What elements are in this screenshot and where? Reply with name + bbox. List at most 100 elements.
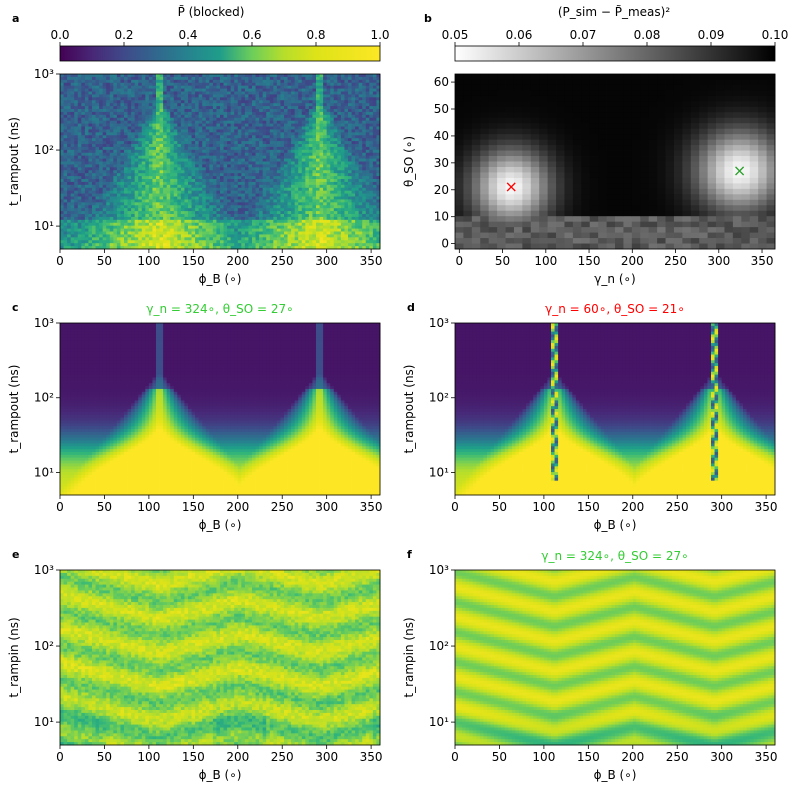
heatmap-cell: [74, 232, 78, 235]
heatmap-cell: [209, 153, 213, 156]
heatmap-cell: [167, 185, 171, 188]
heatmap-cell: [74, 86, 78, 89]
heatmap-cell: [160, 217, 164, 220]
heatmap-cell: [224, 173, 228, 176]
heatmap-cell: [74, 188, 78, 191]
heatmap-cell: [167, 92, 171, 95]
heatmap-cell: [81, 232, 85, 235]
heatmap-cell: [202, 199, 206, 202]
heatmap-cell: [213, 94, 217, 97]
heatmap-cell: [152, 211, 156, 214]
heatmap-cell: [192, 83, 196, 86]
heatmap-cell: [138, 199, 142, 202]
heatmap-cell: [117, 153, 121, 156]
heatmap-cell: [184, 103, 188, 106]
heatmap-cell: [67, 240, 71, 243]
heatmap-cell: [96, 188, 100, 191]
heatmap-cell: [188, 83, 192, 86]
heatmap-cell: [92, 150, 96, 153]
heatmap-cell: [128, 127, 132, 130]
heatmap-cell: [117, 115, 121, 118]
heatmap-cell: [152, 86, 156, 89]
heatmap-cell: [192, 153, 196, 156]
heatmap-cell: [234, 159, 238, 162]
heatmap-cell: [71, 199, 75, 202]
heatmap-cell: [71, 226, 75, 229]
heatmap-cell: [174, 202, 178, 205]
heatmap-cell: [145, 167, 149, 170]
heatmap-cell: [220, 112, 224, 115]
heatmap-cell: [81, 214, 85, 217]
heatmap-cell: [120, 170, 124, 173]
heatmap-cell: [209, 92, 213, 95]
heatmap-cell: [238, 118, 242, 121]
heatmap-cell: [195, 229, 199, 232]
heatmap-cell: [224, 97, 228, 100]
heatmap-cell: [142, 211, 146, 214]
heatmap-cell: [241, 115, 245, 118]
heatmap-cell: [60, 170, 64, 173]
heatmap-cell: [270, 237, 274, 240]
heatmap-cell: [181, 109, 185, 112]
heatmap-cell: [248, 185, 252, 188]
heatmap-cell: [64, 234, 68, 237]
heatmap-cell: [227, 199, 231, 202]
heatmap-cell: [184, 115, 188, 118]
heatmap-cell: [266, 234, 270, 237]
heatmap-cell: [177, 74, 181, 77]
heatmap-cell: [241, 194, 245, 197]
heatmap-cell: [216, 217, 220, 220]
heatmap-cell: [184, 89, 188, 92]
heatmap-cell: [142, 103, 146, 106]
heatmap-cell: [103, 205, 107, 208]
heatmap-cell: [256, 185, 260, 188]
heatmap-cell: [106, 150, 110, 153]
heatmap-cell: [106, 240, 110, 243]
heatmap-cell: [259, 237, 263, 240]
heatmap-cell: [245, 197, 249, 200]
heatmap-cell: [81, 164, 85, 167]
heatmap-cell: [124, 141, 128, 144]
heatmap-cell: [85, 94, 89, 97]
heatmap-cell: [64, 185, 68, 188]
heatmap-cell: [145, 147, 149, 150]
heatmap-cell: [216, 97, 220, 100]
heatmap-cell: [156, 106, 160, 109]
heatmap-cell: [181, 77, 185, 80]
heatmap-cell: [245, 77, 249, 80]
heatmap-cell: [163, 234, 167, 237]
heatmap-cell: [206, 74, 210, 77]
heatmap-cell: [227, 156, 231, 159]
heatmap-cell: [231, 185, 235, 188]
heatmap-cell: [188, 185, 192, 188]
heatmap-cell: [216, 220, 220, 223]
heatmap-cell: [195, 188, 199, 191]
heatmap-cell: [188, 150, 192, 153]
heatmap-cell: [220, 150, 224, 153]
heatmap-cell: [202, 77, 206, 80]
heatmap-cell: [213, 121, 217, 124]
heatmap-cell: [110, 170, 114, 173]
heatmap-cell: [238, 144, 242, 147]
heatmap-cell: [241, 185, 245, 188]
heatmap-cell: [67, 121, 71, 124]
heatmap-cell: [152, 144, 156, 147]
heatmap-cell: [81, 77, 85, 80]
heatmap-cell: [234, 153, 238, 156]
heatmap-cell: [209, 188, 213, 191]
heatmap-cell: [67, 106, 71, 109]
heatmap-cell: [209, 229, 213, 232]
heatmap-cell: [138, 182, 142, 185]
heatmap-cell: [138, 103, 142, 106]
heatmap-cell: [60, 164, 64, 167]
heatmap-cell: [92, 138, 96, 141]
heatmap-cell: [135, 103, 139, 106]
heatmap-cell: [195, 115, 199, 118]
heatmap-cell: [64, 170, 68, 173]
heatmap-cell: [234, 94, 238, 97]
heatmap-cell: [224, 176, 228, 179]
heatmap-cell: [152, 214, 156, 217]
heatmap-cell: [248, 176, 252, 179]
heatmap-cell: [64, 80, 68, 83]
heatmap-cell: [209, 208, 213, 211]
